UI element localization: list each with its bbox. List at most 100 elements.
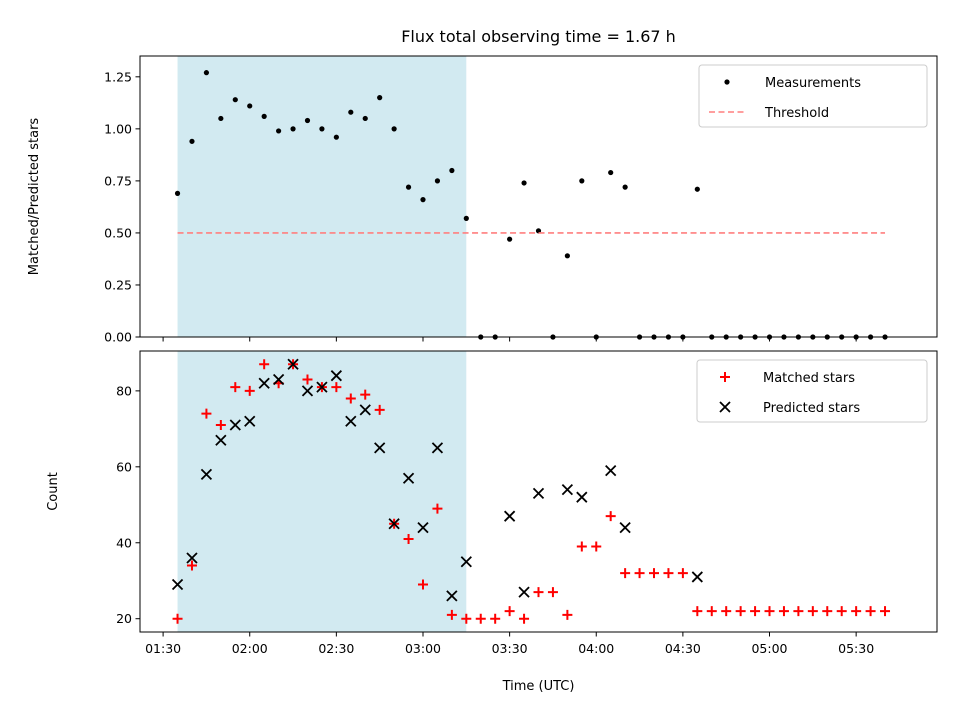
x-tick-label: 05:30 xyxy=(838,641,874,656)
x-axis-label: Time (UTC) xyxy=(502,679,575,694)
legend-label: Matched stars xyxy=(763,371,855,386)
matched-star-point xyxy=(851,606,862,617)
measurement-point xyxy=(189,138,195,144)
predicted-star-point xyxy=(561,483,574,496)
matched-star-point xyxy=(880,606,891,617)
matched-star-point xyxy=(721,606,732,617)
predicted-star-point xyxy=(359,404,371,416)
measurement-point xyxy=(319,126,325,132)
predicted-star-point xyxy=(619,521,631,534)
matched-star-point xyxy=(519,613,530,624)
observing-window-shade xyxy=(177,351,467,632)
axes-frame xyxy=(139,55,938,338)
measurement-point xyxy=(608,169,614,176)
matched-star-point xyxy=(186,560,197,571)
predicted-star-point xyxy=(330,370,342,382)
y-tick-label: 0.00 xyxy=(104,330,132,345)
predicted-star-point xyxy=(287,358,299,370)
matched-star-point xyxy=(865,606,876,617)
legend-label: Measurements xyxy=(765,76,861,91)
measurement-point xyxy=(564,253,570,259)
matched-star-point xyxy=(807,606,818,617)
observing-window-shade xyxy=(177,56,467,337)
matched-star-point xyxy=(793,606,804,617)
y-tick-label: 0.25 xyxy=(104,277,132,292)
measurement-point xyxy=(405,184,412,190)
predicted-star-point xyxy=(200,468,213,481)
matched-star-point xyxy=(663,568,674,579)
x-tick-label: 05:00 xyxy=(751,641,787,656)
matched-star-point xyxy=(620,568,631,579)
matched-star-point xyxy=(591,541,602,552)
predicted-star-point xyxy=(460,556,472,568)
legend: Matched stars Predicted stars xyxy=(696,359,928,423)
panel-2: 20 40 60 80 01:30 02:00 02:30 03:00 03:30 04:00 04… xyxy=(46,350,938,694)
measurement-point xyxy=(232,97,238,103)
predicted-star-point xyxy=(374,442,386,454)
legend-box xyxy=(696,359,928,423)
legend-measurement-swatch xyxy=(724,79,730,85)
panel-1: 0.00 0.25 0.50 0.75 1.00 1.25 Matched/Predicte… xyxy=(27,27,938,345)
predicted-star-point xyxy=(518,586,530,598)
predicted-star-point xyxy=(171,578,184,591)
measurement-point xyxy=(304,117,311,124)
legend-matched-swatch xyxy=(720,372,730,382)
measurement-point xyxy=(507,236,513,242)
measurement-point xyxy=(247,103,253,109)
matched-star-point xyxy=(201,408,212,419)
matched-star-point xyxy=(504,606,515,617)
predicted-star-point xyxy=(446,590,458,602)
measurement-point xyxy=(348,109,354,115)
matched-star-point xyxy=(331,382,342,393)
predicted-star-point xyxy=(402,472,415,484)
predicted-star-point xyxy=(301,385,314,397)
predicted-star-point xyxy=(417,521,429,534)
y-tick-label: 0.75 xyxy=(104,173,132,188)
matched-star-point xyxy=(446,609,457,620)
matched-star-point xyxy=(692,606,703,617)
x-tick-label: 03:00 xyxy=(405,641,441,656)
x-tick-label: 01:30 xyxy=(145,641,181,656)
measurement-point xyxy=(218,115,224,122)
matched-star-point xyxy=(547,587,558,598)
y-tick-label: 60 xyxy=(116,459,132,474)
measurement-point xyxy=(333,134,339,140)
matched-star-point xyxy=(735,606,746,617)
measurement-point xyxy=(203,70,210,76)
matched-star-point xyxy=(490,613,501,624)
predicted-star-point xyxy=(215,434,227,446)
matched-star-point xyxy=(706,606,717,617)
y-tick-label: 80 xyxy=(116,383,132,398)
predicted-star-point xyxy=(503,510,516,522)
x-tick-label: 02:30 xyxy=(318,641,354,656)
legend-box xyxy=(698,64,928,128)
measurement-point xyxy=(622,184,628,190)
y-tick-label: 1.25 xyxy=(104,69,132,84)
matched-star-point xyxy=(360,389,371,400)
measurement-point xyxy=(420,197,426,203)
measurement-point xyxy=(290,126,296,132)
matched-star-point xyxy=(461,613,472,624)
matched-star-point xyxy=(778,606,789,617)
matched-star-point xyxy=(244,385,255,396)
y-tick-label: 40 xyxy=(116,535,132,550)
legend-label: Threshold xyxy=(764,106,829,121)
x-tick-label: 03:30 xyxy=(492,641,528,656)
predicted-star-point xyxy=(691,571,703,583)
axes-frame xyxy=(139,350,938,633)
measurement-point xyxy=(391,126,397,132)
predicted-star-point xyxy=(272,373,285,386)
matched-star-point xyxy=(345,393,356,404)
measurement-point xyxy=(694,186,700,192)
matched-star-point xyxy=(634,568,645,579)
matched-star-point xyxy=(649,568,660,579)
matched-star-point xyxy=(432,503,443,514)
y-axis-label: Matched/Predicted stars xyxy=(27,118,42,276)
matched-star-point xyxy=(302,374,313,385)
predicted-star-point xyxy=(186,552,198,564)
predicted-star-point xyxy=(431,442,444,454)
predicted-star-point xyxy=(576,491,588,503)
matched-star-point xyxy=(230,382,241,393)
series-predicted-stars xyxy=(171,358,703,602)
